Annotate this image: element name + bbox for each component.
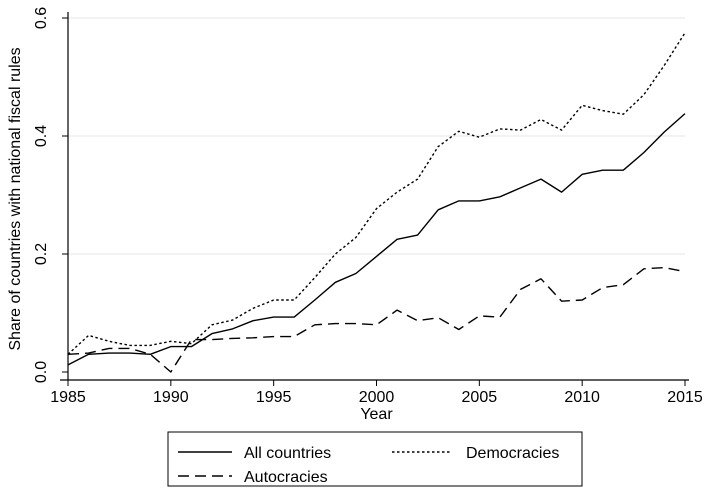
- y-tick-label: 0.2: [33, 243, 50, 265]
- y-tick-label: 0.0: [33, 361, 50, 383]
- series-line-all-countries: [67, 113, 686, 366]
- x-tick-label: 2000: [359, 389, 395, 406]
- series-line-autocracies: [67, 266, 686, 373]
- legend-label: All countries: [244, 445, 331, 462]
- x-axis-label: Year: [360, 406, 393, 423]
- tick-labels: 1985 1990 1995 2000 2005 2010 2015 0.0 0.2 0.4 0.6: [33, 7, 703, 406]
- series-layer: [67, 32, 686, 373]
- y-tick-label: 0.4: [33, 125, 50, 147]
- x-tick-label: 2010: [564, 389, 600, 406]
- y-axis-label: Share of countries with national fiscal …: [7, 47, 24, 350]
- series-line-democracies: [67, 32, 686, 355]
- legend-box: [167, 431, 583, 487]
- x-tick-label: 2015: [667, 389, 703, 406]
- legend-label: Autocracies: [244, 469, 328, 486]
- legend: All countries Democracies Autocracies: [167, 431, 583, 487]
- x-tick-label: 1995: [256, 389, 292, 406]
- gridlines: [68, 17, 685, 255]
- x-tick-label: 1990: [153, 389, 189, 406]
- x-tick-label: 2005: [462, 389, 498, 406]
- legend-label: Democracies: [466, 445, 559, 462]
- axes: [60, 12, 689, 381]
- y-tick-label: 0.6: [33, 7, 50, 29]
- x-tick-label: 1985: [50, 389, 86, 406]
